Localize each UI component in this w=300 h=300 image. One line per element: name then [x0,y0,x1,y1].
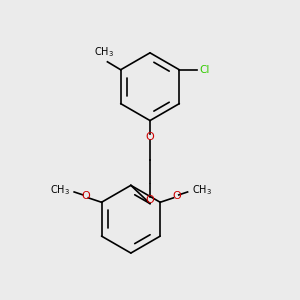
Text: O: O [81,191,90,201]
Text: O: O [172,191,181,201]
Text: O: O [146,195,154,205]
Text: Cl: Cl [199,65,209,75]
Text: O: O [146,132,154,142]
Text: CH$_3$: CH$_3$ [94,46,115,59]
Text: CH$_3$: CH$_3$ [50,183,70,197]
Text: CH$_3$: CH$_3$ [192,183,212,197]
